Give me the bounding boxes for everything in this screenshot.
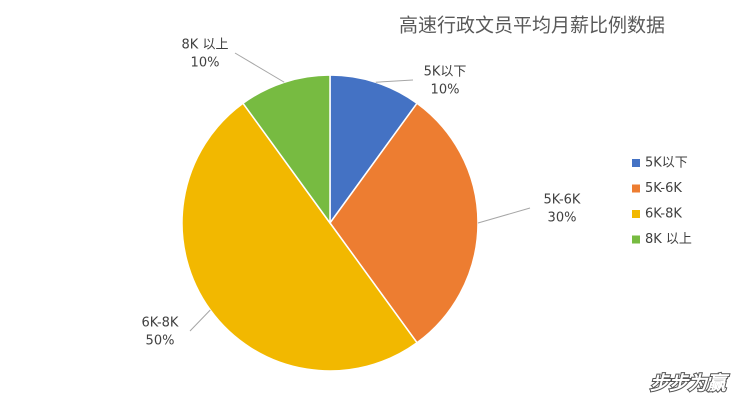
legend-label: 8K 以上 bbox=[645, 232, 692, 247]
data-label-category: 8K 以上 bbox=[182, 38, 229, 53]
data-label-value: 10% bbox=[431, 83, 460, 98]
legend-swatch bbox=[632, 159, 640, 167]
pie-slice bbox=[329, 74, 419, 226]
data-label-value: 10% bbox=[191, 56, 220, 71]
leader-line bbox=[234, 52, 285, 83]
legend-label: 6K-8K bbox=[645, 207, 682, 222]
legend-label: 5K以下 bbox=[645, 156, 688, 171]
legend-swatch bbox=[632, 235, 640, 244]
data-label-category: 6K-8K bbox=[142, 316, 179, 331]
chart-title: 高速行政文员平均月薪比例数据 bbox=[399, 15, 665, 37]
leader-line bbox=[477, 207, 531, 224]
data-label-category: 5K以下 bbox=[424, 65, 467, 80]
legend-label: 5K-6K bbox=[645, 181, 682, 196]
data-label-category: 5K-6K bbox=[544, 193, 581, 208]
leader-line bbox=[189, 309, 211, 332]
data-label-value: 50% bbox=[146, 334, 175, 349]
data-label-value: 30% bbox=[548, 211, 577, 226]
leader-line bbox=[375, 79, 414, 83]
legend-swatch bbox=[632, 184, 640, 193]
watermark: 步步为赢 bbox=[650, 373, 730, 395]
pie-slice bbox=[241, 74, 331, 226]
legend-swatch bbox=[632, 210, 640, 218]
